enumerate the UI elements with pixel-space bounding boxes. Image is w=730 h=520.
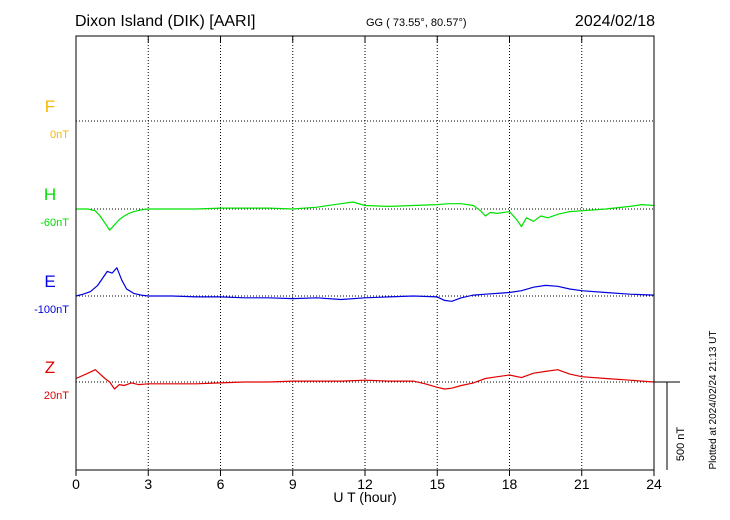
series-baseline-e: -100nT [34,304,69,316]
x-tick-label-21: 21 [574,476,590,492]
series-layer [75,201,655,390]
x-tick-label-9: 9 [289,476,297,492]
x-axis-ticks: 0 3 6 9 12 15 18 21 24 [72,36,662,492]
plotted-timestamp: Plotted at 2024/02/24 21:13 UT [708,331,719,470]
series-baseline-h: -60nT [40,217,69,229]
x-tick-label-15: 15 [429,476,445,492]
x-tick-label-18: 18 [502,476,518,492]
x-tick-label-0: 0 [72,476,80,492]
series-line-h [76,201,655,231]
series-labels: F 0nT H -60nT E -100nT Z 20nT [34,97,69,402]
series-baseline-z: 20nT [44,390,69,402]
scale-bar: 500 nT [654,381,687,470]
x-tick-label-6: 6 [217,476,225,492]
series-line-e [75,267,655,302]
series-baseline-f: 0nT [50,129,69,141]
series-label-f: F [45,97,55,116]
scale-bar-label: 500 nT [675,427,687,462]
chart-date: 2024/02/18 [575,13,655,30]
series-line-z [75,369,655,390]
x-tick-label-3: 3 [144,476,152,492]
station-title: Dixon Island (DIK) [AARI] [75,13,256,30]
x-tick-label-24: 24 [646,476,662,492]
x-tick-label-12: 12 [357,476,373,492]
grid-lines [76,36,654,470]
x-axis-label: U T (hour) [333,489,396,505]
series-label-z: Z [45,358,55,377]
series-label-h: H [44,185,56,204]
series-label-e: E [44,272,55,291]
station-coordinates: GG ( 73.55°, 80.57°) [366,17,467,29]
